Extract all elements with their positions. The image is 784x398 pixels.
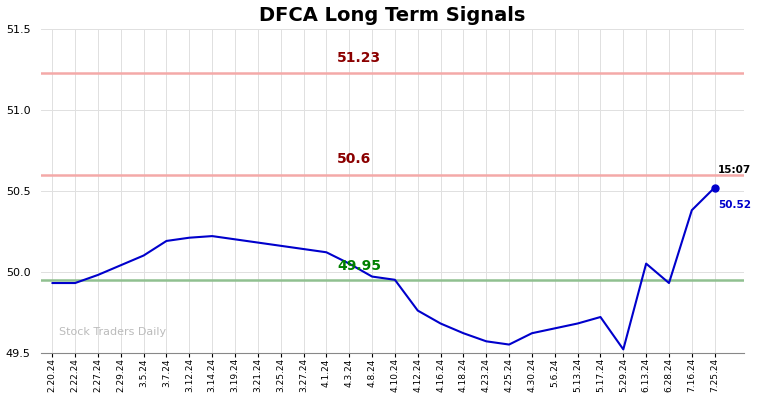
Text: 49.95: 49.95 (337, 259, 381, 273)
Text: 50.52: 50.52 (718, 201, 751, 211)
Text: Stock Traders Daily: Stock Traders Daily (59, 327, 166, 337)
Text: 50.6: 50.6 (337, 152, 372, 166)
Title: DFCA Long Term Signals: DFCA Long Term Signals (260, 6, 526, 25)
Text: 51.23: 51.23 (337, 51, 381, 64)
Text: 15:07: 15:07 (718, 165, 751, 175)
